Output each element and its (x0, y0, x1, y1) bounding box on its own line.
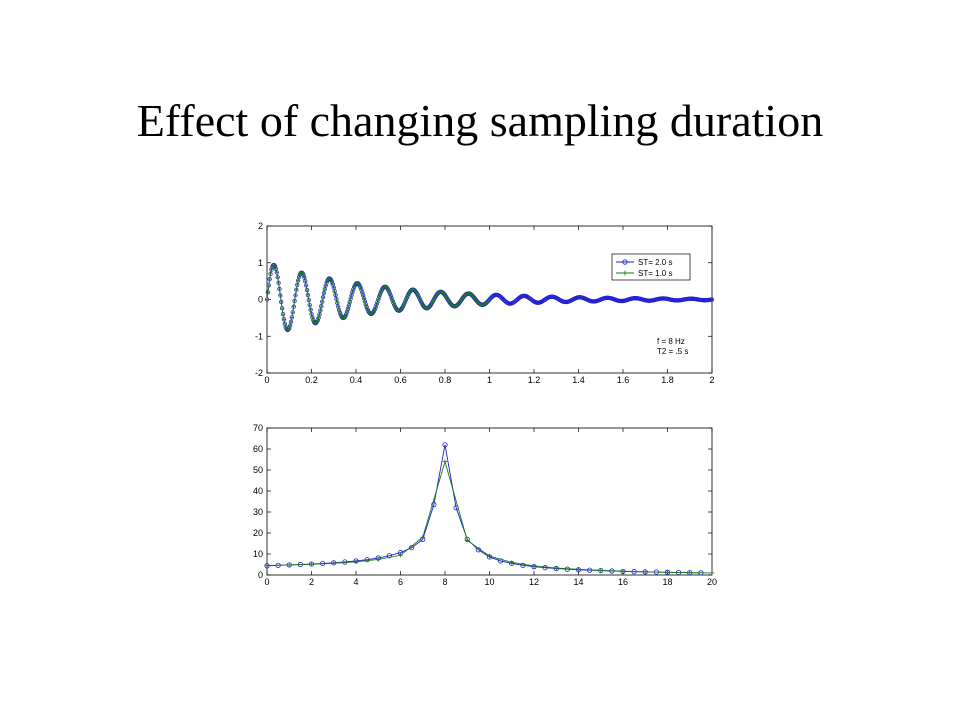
bottom-xtick-label: 20 (707, 577, 717, 587)
data-point-st2 (310, 315, 315, 320)
legend-label: ST= 2.0 s (638, 258, 672, 267)
data-point-st2 (391, 300, 396, 305)
top-xtick-label: 0.4 (350, 375, 363, 385)
data-point-st2 (377, 292, 383, 297)
bottom-axes-frame (266, 427, 713, 576)
data-point-st2 (359, 287, 364, 292)
data-point-st2 (296, 274, 302, 280)
spectrum-st1-markers (264, 459, 715, 576)
top-xtick-label: 0.8 (439, 375, 452, 385)
bottom-xtick-label: 8 (442, 577, 447, 587)
data-point-st2 (386, 553, 392, 559)
data-point-st2 (442, 442, 448, 448)
series-st1-markers (265, 263, 492, 332)
data-point-st2 (336, 307, 342, 313)
data-point-st2 (332, 289, 337, 294)
top-ytick-label: -1 (255, 331, 263, 341)
bottom-xtick-label: 14 (573, 577, 583, 587)
data-point-st2 (363, 302, 368, 307)
bottom-ytick-label: 10 (253, 549, 263, 559)
legend-box (611, 253, 691, 281)
bottom-ytick-label: 60 (253, 444, 263, 454)
bottom-ytick-label: 40 (253, 486, 263, 496)
data-point-st2 (376, 294, 382, 299)
data-point-st2 (324, 280, 329, 285)
data-point-st2 (389, 295, 394, 301)
bottom-ytick-label: 50 (253, 465, 263, 475)
top-xtick-label: 2 (709, 375, 714, 385)
data-point-st2 (498, 558, 504, 564)
bottom-xtick-label: 18 (662, 577, 672, 587)
bottom-ytick-label: 30 (253, 507, 263, 517)
annotation-text: T2 = .5 s (657, 347, 688, 356)
top-xtick-label: 1.6 (617, 375, 630, 385)
bottom-xtick-label: 4 (353, 577, 358, 587)
top-xtick-label: 1 (487, 375, 492, 385)
data-point-st2 (317, 312, 322, 317)
data-point-st2 (351, 287, 356, 292)
bottom-ytick-label: 20 (253, 528, 263, 538)
data-point-st2 (520, 562, 526, 568)
bottom-ytick-label: 0 (258, 570, 263, 580)
bottom-xtick-label: 12 (529, 577, 539, 587)
top-ytick-label: -2 (255, 368, 263, 378)
data-point-st2 (431, 502, 437, 508)
data-point-st2 (337, 310, 343, 316)
bottom-xtick-label: 0 (264, 577, 269, 587)
bottom-xtick-label: 6 (398, 577, 403, 587)
top-ytick-label: 1 (258, 258, 263, 268)
top-xtick-label: 0.2 (305, 375, 318, 385)
legend-circle-marker (622, 259, 628, 265)
data-point-st2 (388, 293, 393, 298)
top-xtick-label: 0.6 (394, 375, 407, 385)
legend-label: ST= 1.0 s (638, 269, 672, 278)
top-xtick-label: 1.8 (661, 375, 674, 385)
data-point-st2 (323, 283, 328, 288)
top-ytick-label: 2 (258, 221, 263, 231)
bottom-xtick-label: 2 (309, 577, 314, 587)
data-point-st2 (350, 289, 355, 295)
data-point-st2 (709, 297, 715, 302)
bottom-xtick-label: 16 (618, 577, 628, 587)
top-xtick-label: 1.4 (572, 375, 585, 385)
data-point-st2 (376, 297, 381, 302)
data-point-st2 (374, 302, 379, 308)
time-domain-plot: 0 0.2 0.4 0.6 0.8 1 1.2 1.4 1.6 1.8 2 -2 -1 0 1 2 ST= 2.… (255, 221, 715, 385)
data-point-st2 (360, 290, 365, 295)
top-xtick-label: 1.2 (528, 375, 541, 385)
slide-title: Effect of changing sampling duration (136, 95, 824, 146)
data-point-st2 (373, 305, 378, 310)
data-point-st2 (375, 300, 380, 305)
legend: ST= 2.0 s ST= 1.0 s (611, 253, 691, 281)
data-point-st2 (364, 304, 369, 310)
data-point-st2 (344, 309, 350, 314)
annotation-text: f = 8 Hz (657, 337, 685, 346)
data-point-st2 (364, 557, 370, 563)
data-point-st2 (390, 298, 395, 303)
bottom-xtick-label: 10 (484, 577, 494, 587)
bottom-ytick-label: 70 (253, 423, 263, 433)
top-xtick-label: 0 (264, 375, 269, 385)
top-ytick-label: 0 (258, 295, 263, 305)
data-point-st2 (362, 299, 368, 304)
frequency-spectrum-plot: 0 2 4 6 8 10 12 14 16 18 20 0 10 20 30 40 50 60 70 (253, 423, 717, 587)
